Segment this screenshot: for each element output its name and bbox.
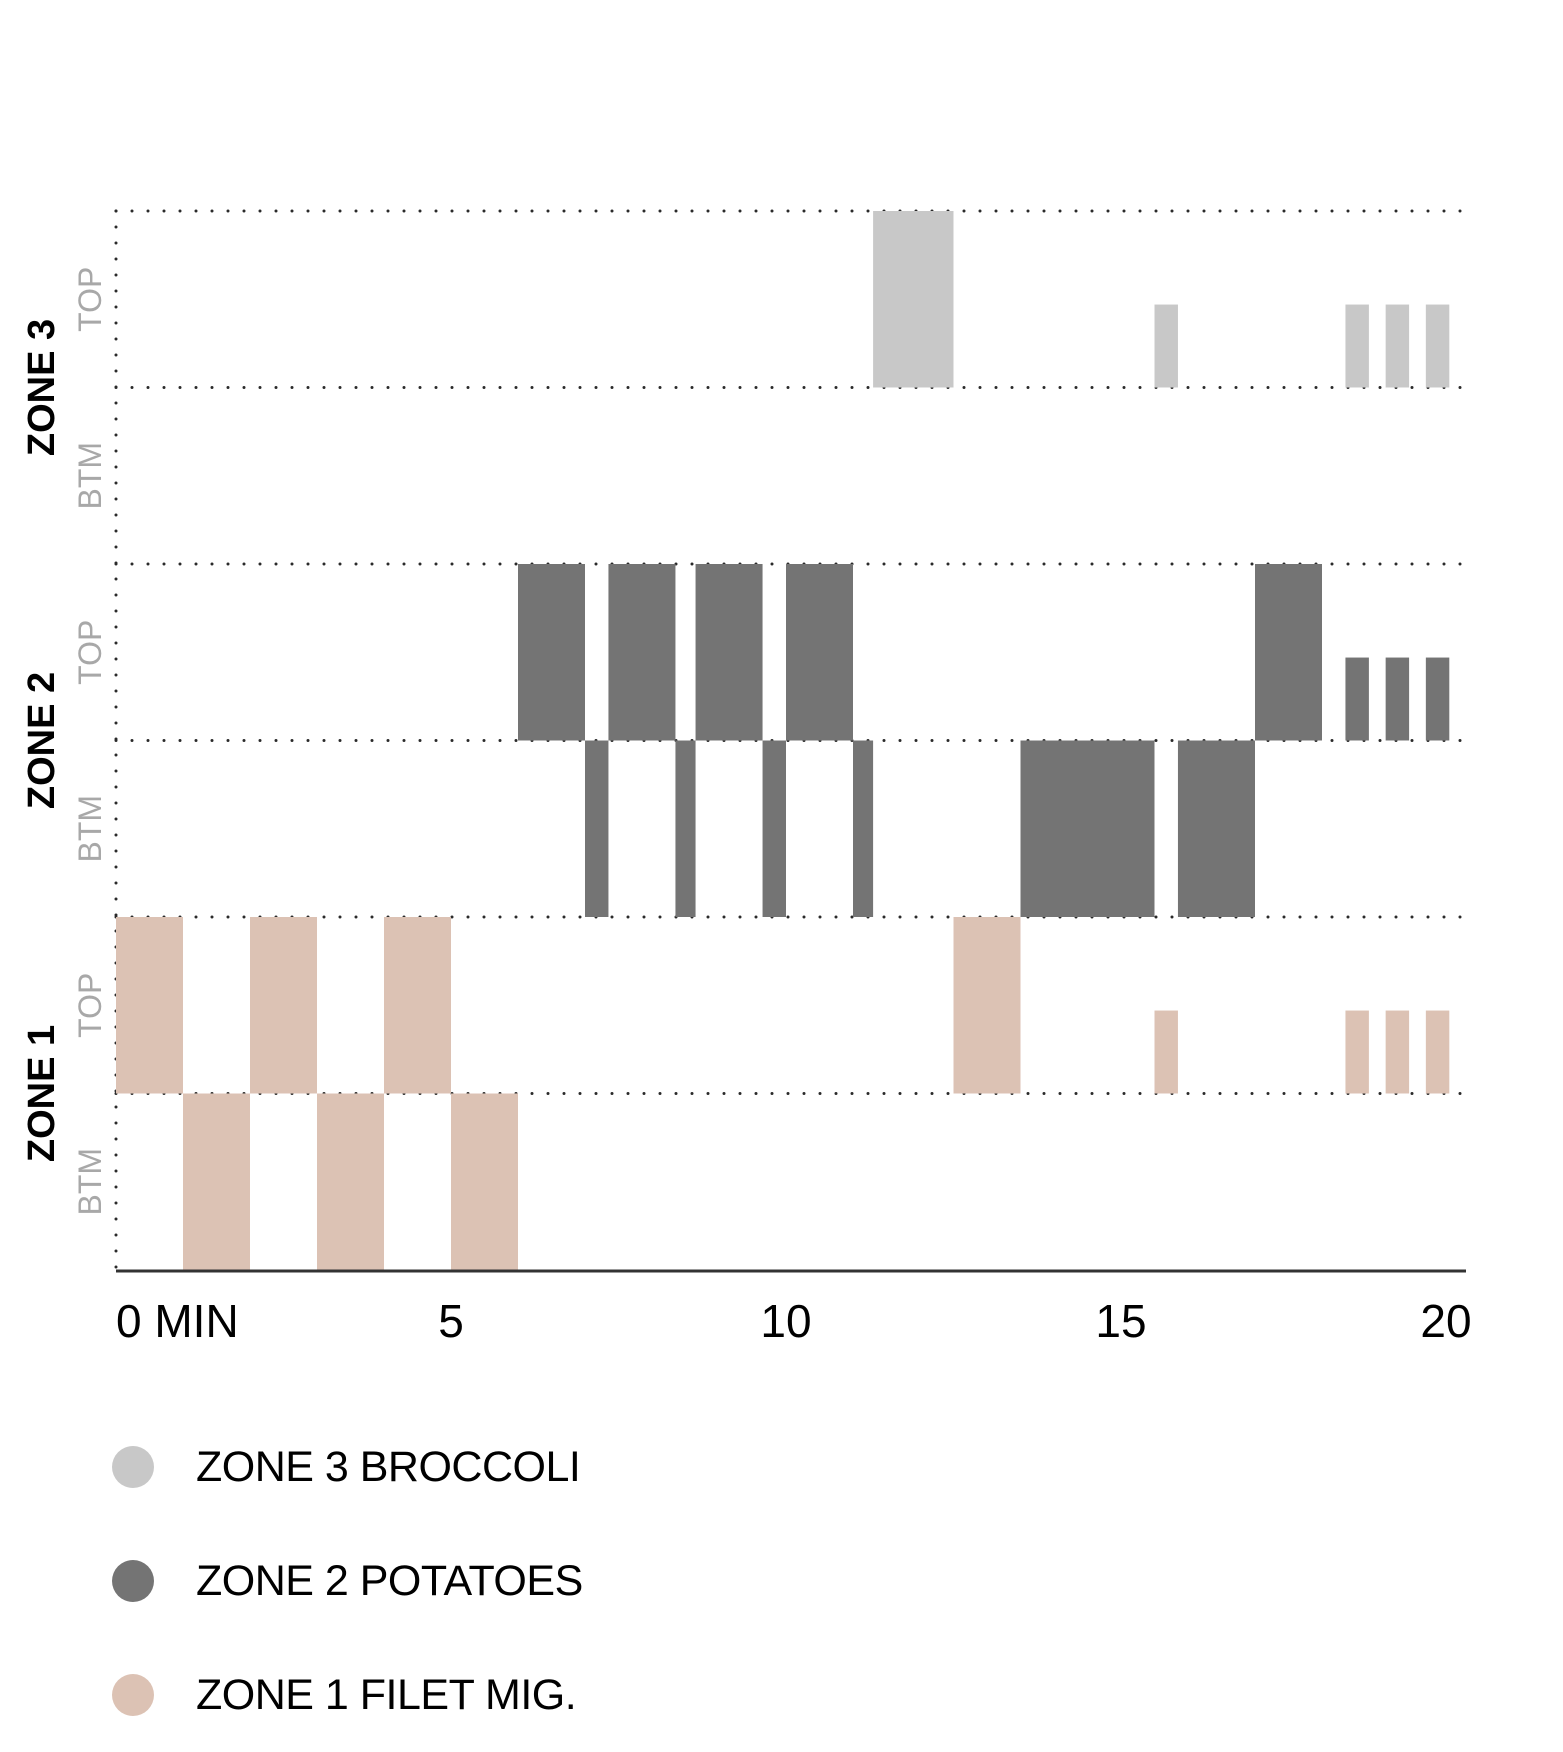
bar-segment [1255,564,1322,741]
x-tick-label: 10 [760,1295,811,1347]
bar-segment [873,211,954,388]
bar-segment [608,564,676,741]
bar-segment [1425,1010,1450,1094]
bar-segment [675,740,696,917]
legend-dot-icon [112,1446,154,1488]
x-tick-label: 15 [1095,1295,1146,1347]
bar-segment [451,1093,518,1270]
bar-segment [695,564,763,741]
bar-segment [1425,657,1450,741]
bar-segment [518,564,585,741]
level-label-top: TOP [72,267,108,332]
level-label-btm: BTM [72,442,108,510]
legend: ZONE 3 BROCCOLI ZONE 2 POTATOES ZONE 1 F… [112,1410,583,1752]
bar-segment [1345,304,1369,388]
bar-segment [762,740,786,917]
bar-segment [1385,657,1410,741]
zone-label: ZONE 2 [21,672,63,809]
legend-label: ZONE 3 BROCCOLI [196,1442,581,1491]
legend-dot-icon [112,1560,154,1602]
bar-segment [1425,304,1450,388]
x-tick-label: 5 [438,1295,464,1347]
bar-segment [1154,304,1178,388]
level-label-top: TOP [72,620,108,685]
bar-segment [116,917,183,1094]
bar-segment [1345,657,1369,741]
bars [116,211,1450,1270]
bar-segment [1385,1010,1410,1094]
level-label-top: TOP [72,973,108,1038]
legend-item-broccoli: ZONE 3 BROCCOLI [112,1410,583,1524]
bar-segment [853,740,874,917]
bar-segment [250,917,317,1094]
bar-segment [384,917,451,1094]
level-label-btm: BTM [72,1148,108,1216]
bar-segment [786,564,853,741]
x-tick-label: 20 [1420,1295,1471,1347]
legend-label: ZONE 2 POTATOES [196,1556,583,1605]
bar-segment [1154,1010,1178,1094]
bar-segment [1020,740,1155,917]
zone-label: ZONE 1 [21,1025,63,1162]
bar-segment [183,1093,250,1270]
legend-item-potatoes: ZONE 2 POTATOES [112,1524,583,1638]
legend-dot-icon [112,1674,154,1716]
legend-item-filet: ZONE 1 FILET MIG. [112,1638,583,1752]
bar-segment [1385,304,1410,388]
bar-segment [585,740,609,917]
x-tick-label: 0 MIN [116,1295,239,1347]
bar-segment [317,1093,384,1270]
zone-label: ZONE 3 [21,319,63,456]
bar-segment [953,917,1021,1094]
x-axis: 0 MIN 5 10 15 20 [116,1269,1472,1347]
bar-segment [1177,740,1255,917]
bar-segment [1345,1010,1369,1094]
level-label-btm: BTM [72,795,108,863]
legend-label: ZONE 1 FILET MIG. [196,1670,577,1719]
